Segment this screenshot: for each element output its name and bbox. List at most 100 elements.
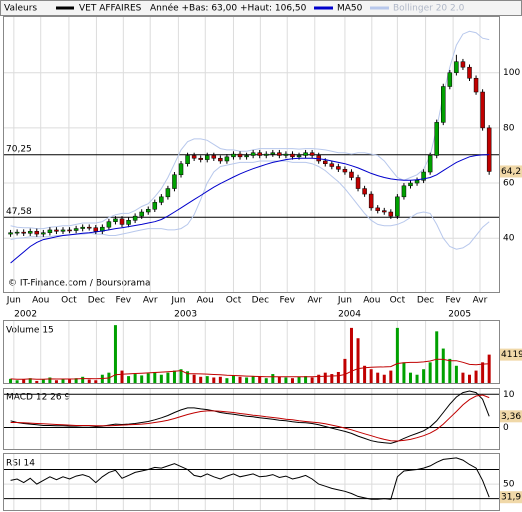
volume-bar	[363, 365, 367, 383]
y-tick-label: 60	[503, 179, 515, 189]
y-tick-label: 100	[503, 68, 520, 78]
year-label: 2004	[338, 310, 361, 320]
credit: © IT-Finance.com / Boursorama	[8, 279, 150, 289]
candle-body	[80, 226, 85, 229]
candle-body	[231, 153, 236, 158]
volume-bar	[251, 376, 255, 383]
candle-body	[119, 218, 125, 225]
volume-bar	[454, 365, 458, 383]
volume-bar	[192, 374, 196, 383]
last-value-box	[500, 491, 522, 504]
volume-bar	[304, 376, 308, 383]
candle-body	[237, 153, 243, 158]
volume-bar	[343, 358, 347, 383]
candle-body	[270, 152, 276, 155]
volume-bar	[133, 374, 137, 383]
y-tick-label: 0	[503, 423, 509, 433]
volume-bar	[9, 378, 13, 383]
candle-body	[106, 221, 112, 228]
legend-ma50: MA50	[337, 4, 363, 14]
volume-bar	[461, 372, 465, 383]
year-label: 2002	[14, 310, 37, 320]
macd-panel	[3, 388, 500, 450]
volume-bar	[231, 375, 235, 383]
volume-bar	[310, 377, 314, 383]
candle-body	[126, 220, 131, 225]
volume-bar	[264, 378, 268, 383]
candle-body	[421, 171, 426, 181]
volume-bar	[54, 380, 58, 383]
volume-bar	[140, 375, 144, 383]
volume-bar	[428, 362, 432, 383]
x-tick-label: Jun	[6, 296, 21, 306]
y-tick-label: 50	[503, 480, 515, 490]
candle-body	[388, 211, 394, 217]
candle-body	[441, 86, 446, 123]
candle-body	[204, 155, 210, 160]
x-tick-label: Jun	[337, 296, 352, 306]
volume-bar	[186, 371, 190, 383]
x-tick-label: Dec	[417, 296, 434, 306]
candle-body	[408, 182, 413, 187]
volume-bar	[15, 380, 19, 383]
ma-line	[10, 154, 490, 264]
x-tick-label: Aou	[363, 296, 380, 306]
candle-body	[224, 156, 230, 162]
candle-body	[218, 157, 223, 162]
candle-body	[159, 196, 164, 203]
volume-bar	[336, 371, 340, 383]
volume-bar	[48, 377, 52, 383]
candle-body	[460, 61, 466, 68]
candle-body	[185, 155, 190, 164]
candle-body	[283, 153, 289, 156]
candle-body	[349, 171, 354, 178]
volume-bar	[199, 376, 203, 383]
volume-bar	[435, 331, 439, 383]
x-tick-label: Oct	[61, 296, 77, 306]
year-label: 2005	[448, 310, 471, 320]
candle-body	[277, 152, 282, 156]
volume-bar	[474, 370, 478, 383]
x-tick-label: Dec	[88, 296, 105, 306]
volume-bar	[487, 354, 491, 383]
y-tick-label: 80	[503, 123, 515, 133]
volume-bar	[290, 378, 294, 383]
volume-bar	[323, 372, 327, 383]
volume-bar	[356, 338, 360, 383]
last-value-label: 4119	[501, 350, 522, 360]
candle-body	[395, 196, 400, 217]
reference-label: 47,58	[6, 207, 32, 217]
x-tick-label: Aou	[32, 296, 49, 306]
candle-body	[427, 155, 433, 173]
candle-body	[191, 155, 197, 159]
legend-bollinger: Bollinger 20 2.0	[393, 4, 465, 14]
volume-bar	[172, 370, 176, 383]
candle-body	[47, 229, 53, 233]
candle-body	[309, 152, 315, 156]
candle-body	[132, 215, 138, 221]
candle-body	[290, 153, 295, 158]
volume-bar	[317, 374, 321, 383]
x-tick-label: Fev	[279, 296, 295, 306]
volume-bar	[35, 380, 39, 383]
candle-body	[257, 152, 262, 156]
candle-body	[264, 153, 269, 156]
x-tick-label: Fev	[116, 296, 132, 306]
volume-bar	[81, 376, 85, 383]
rsi-panel	[3, 453, 500, 511]
macd-title: MACD 12 26 9	[6, 393, 70, 403]
candle-body	[480, 91, 485, 129]
candle-body	[382, 210, 387, 213]
candle-body	[152, 202, 158, 210]
volume-average	[10, 358, 490, 380]
candle-body	[473, 77, 479, 93]
last-value-box	[500, 410, 522, 423]
reference-label: 70,25	[6, 144, 32, 154]
year-label: 2003	[174, 310, 197, 320]
candle-body	[73, 228, 79, 231]
candle-body	[27, 231, 33, 234]
candle-body	[323, 160, 328, 164]
volume-bar	[245, 377, 249, 383]
volume-bar	[153, 371, 157, 383]
candle-body	[198, 157, 203, 160]
